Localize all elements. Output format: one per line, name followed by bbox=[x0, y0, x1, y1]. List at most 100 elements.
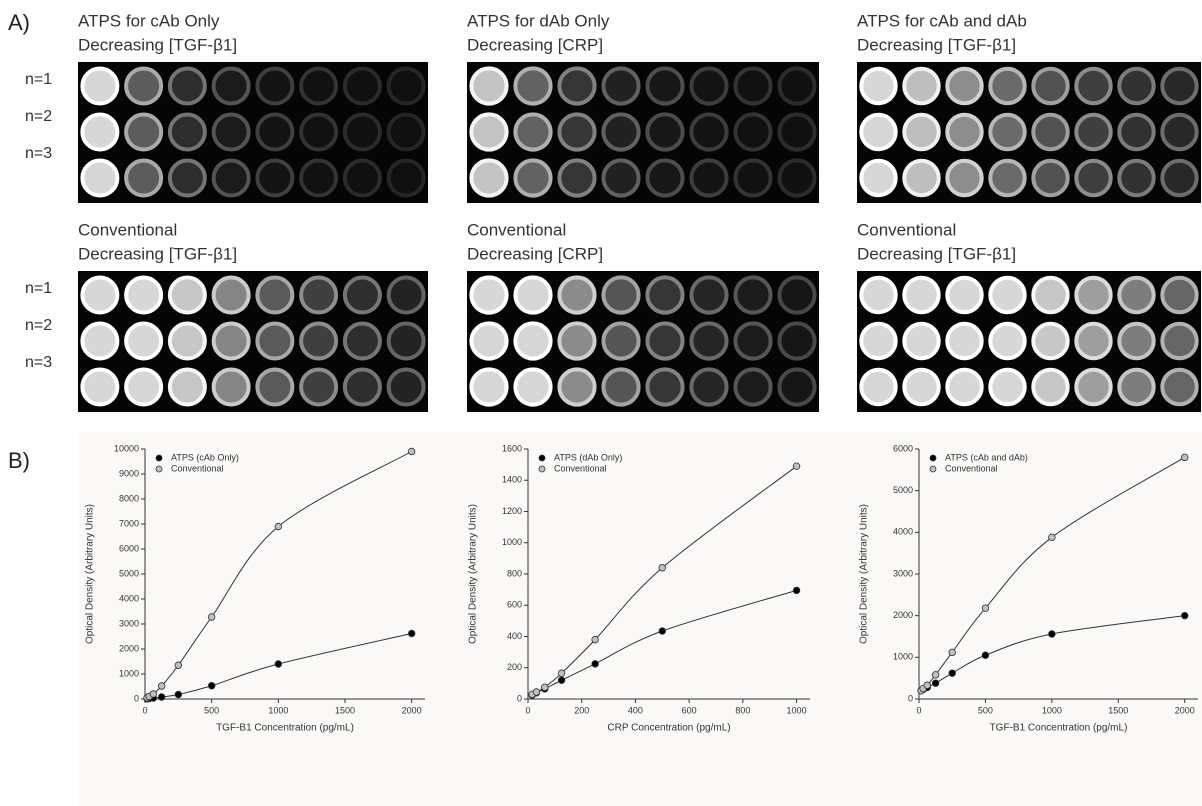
well bbox=[557, 367, 597, 407]
well bbox=[733, 321, 773, 361]
well bbox=[902, 66, 941, 106]
y-tick-label: 4000 bbox=[893, 527, 913, 537]
data-point bbox=[591, 660, 599, 668]
image-caption: Decreasing [TGF-β1] bbox=[78, 35, 237, 54]
x-tick-label: 500 bbox=[204, 705, 219, 715]
data-point bbox=[532, 688, 541, 696]
legend-label: ATPS (cAb and dAb) bbox=[945, 452, 1028, 462]
well bbox=[211, 367, 251, 407]
x-tick-label: 1000 bbox=[787, 705, 807, 715]
data-point bbox=[1048, 630, 1056, 638]
well bbox=[859, 275, 898, 315]
well bbox=[1160, 367, 1199, 407]
y-axis-label: Optical Density (Arbitrary Units) bbox=[859, 504, 870, 644]
well bbox=[859, 367, 898, 407]
well bbox=[469, 158, 509, 198]
well bbox=[513, 367, 553, 407]
legend-label: Conventional bbox=[171, 463, 224, 473]
well bbox=[255, 321, 295, 361]
well bbox=[255, 66, 295, 106]
data-point bbox=[792, 586, 801, 595]
data-point bbox=[174, 661, 183, 669]
well bbox=[124, 321, 164, 361]
data-point bbox=[1181, 453, 1189, 462]
well bbox=[988, 367, 1027, 407]
well bbox=[513, 275, 553, 315]
row-label: n=3 bbox=[25, 354, 52, 371]
well bbox=[777, 66, 817, 106]
well bbox=[859, 158, 898, 198]
well bbox=[469, 112, 509, 152]
well bbox=[601, 158, 641, 198]
data-point bbox=[557, 669, 566, 677]
row-label: n=2 bbox=[25, 317, 52, 334]
well bbox=[902, 112, 941, 152]
data-point bbox=[981, 651, 990, 659]
well bbox=[386, 66, 426, 106]
well bbox=[601, 367, 641, 407]
well bbox=[1074, 112, 1113, 152]
well bbox=[299, 112, 339, 152]
well bbox=[211, 275, 251, 315]
well bbox=[124, 158, 164, 198]
well bbox=[645, 112, 685, 152]
image-caption: Decreasing [TGF-β1] bbox=[857, 35, 1016, 54]
well bbox=[1160, 112, 1199, 152]
well bbox=[342, 367, 382, 407]
data-point bbox=[981, 604, 990, 612]
legend-label: ATPS (cAb Only) bbox=[171, 452, 239, 462]
legend-label: ATPS (dAb Only) bbox=[554, 452, 622, 462]
well bbox=[1031, 158, 1070, 198]
well bbox=[945, 112, 984, 152]
well bbox=[1160, 158, 1199, 198]
y-tick-label: 200 bbox=[507, 662, 522, 672]
well bbox=[1117, 66, 1156, 106]
data-point bbox=[948, 648, 956, 657]
y-tick-label: 0 bbox=[517, 693, 522, 703]
legend-marker bbox=[929, 465, 937, 473]
well bbox=[945, 275, 984, 315]
well bbox=[469, 275, 509, 315]
well bbox=[80, 112, 120, 152]
well bbox=[1117, 367, 1156, 407]
well bbox=[777, 275, 817, 315]
x-tick-label: 500 bbox=[978, 705, 993, 715]
x-tick-label: 800 bbox=[735, 705, 750, 715]
well bbox=[689, 66, 729, 106]
data-point bbox=[658, 564, 666, 572]
well bbox=[342, 66, 382, 106]
data-point bbox=[948, 669, 956, 677]
well bbox=[299, 321, 339, 361]
well bbox=[80, 367, 120, 407]
well bbox=[299, 158, 339, 198]
well bbox=[777, 367, 817, 407]
well bbox=[859, 66, 898, 106]
well bbox=[513, 66, 553, 106]
y-tick-label: 6000 bbox=[893, 443, 913, 453]
well bbox=[557, 66, 597, 106]
image-caption: ATPS for cAb Only bbox=[78, 11, 220, 30]
well bbox=[1074, 66, 1113, 106]
well bbox=[601, 321, 641, 361]
well bbox=[733, 66, 773, 106]
well bbox=[342, 112, 382, 152]
well bbox=[513, 321, 553, 361]
y-axis-label: Optical Density (Arbitrary Units) bbox=[468, 504, 479, 644]
well bbox=[988, 66, 1027, 106]
well bbox=[689, 367, 729, 407]
image-caption: Decreasing [TGF-β1] bbox=[857, 244, 1016, 263]
x-tick-label: 2000 bbox=[1175, 705, 1195, 715]
y-tick-label: 600 bbox=[507, 600, 522, 610]
well bbox=[255, 275, 295, 315]
data-point bbox=[1048, 533, 1056, 542]
y-tick-label: 1000 bbox=[119, 668, 139, 678]
well bbox=[342, 275, 382, 315]
well bbox=[988, 112, 1027, 152]
well bbox=[601, 275, 641, 315]
well bbox=[777, 112, 817, 152]
well bbox=[80, 321, 120, 361]
legend-marker bbox=[155, 454, 163, 462]
y-tick-label: 9000 bbox=[119, 468, 139, 478]
well bbox=[167, 321, 207, 361]
well bbox=[902, 158, 941, 198]
